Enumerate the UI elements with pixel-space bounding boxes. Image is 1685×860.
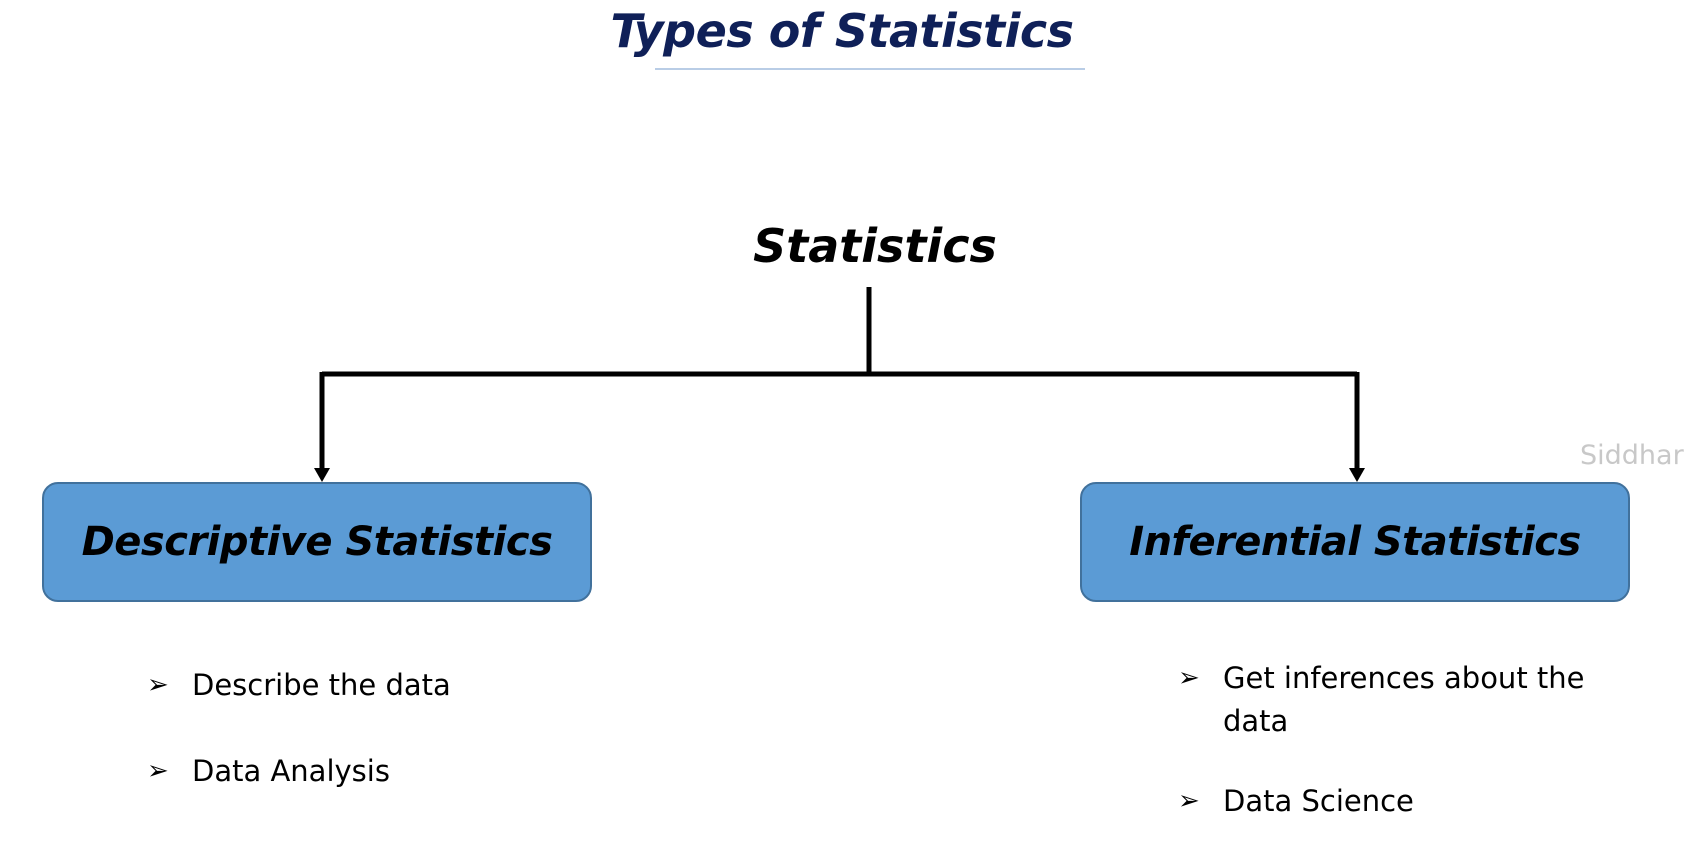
descriptive-statistics-label: Descriptive Statistics <box>81 519 553 565</box>
bullet-text: Data Science <box>1223 784 1414 818</box>
right-arrowhead-icon <box>1349 468 1365 482</box>
watermark: Siddhar <box>1580 440 1684 471</box>
inferential-statistics-label: Inferential Statistics <box>1129 519 1581 565</box>
left-arrowhead-icon <box>314 468 330 482</box>
inferential-statistics-box: Inferential Statistics <box>1080 482 1630 602</box>
descriptive-bullet-list: ➢ Describe the data ➢ Data Analysis <box>147 664 627 836</box>
arrowhead-bullet-icon: ➢ <box>147 756 169 786</box>
bullet-text: Describe the data <box>192 668 451 702</box>
inferential-bullet-list: ➢ Get inferences about the data ➢ Data S… <box>1178 657 1638 860</box>
arrowhead-bullet-icon: ➢ <box>147 670 169 700</box>
tree-connectors <box>314 287 1365 482</box>
slide-title: Types of Statistics <box>610 4 1074 58</box>
list-item: ➢ Data Analysis <box>147 750 627 793</box>
root-node-label: Statistics <box>753 219 997 273</box>
arrowhead-bullet-icon: ➢ <box>1178 663 1200 693</box>
list-item: ➢ Data Science <box>1178 780 1638 823</box>
bullet-text: Data Analysis <box>192 754 390 788</box>
bullet-text: Get inferences about the data <box>1223 661 1585 738</box>
title-underline <box>655 68 1085 70</box>
list-item: ➢ Describe the data <box>147 664 627 707</box>
arrowhead-bullet-icon: ➢ <box>1178 786 1200 816</box>
descriptive-statistics-box: Descriptive Statistics <box>42 482 592 602</box>
list-item: ➢ Get inferences about the data <box>1178 657 1638 743</box>
